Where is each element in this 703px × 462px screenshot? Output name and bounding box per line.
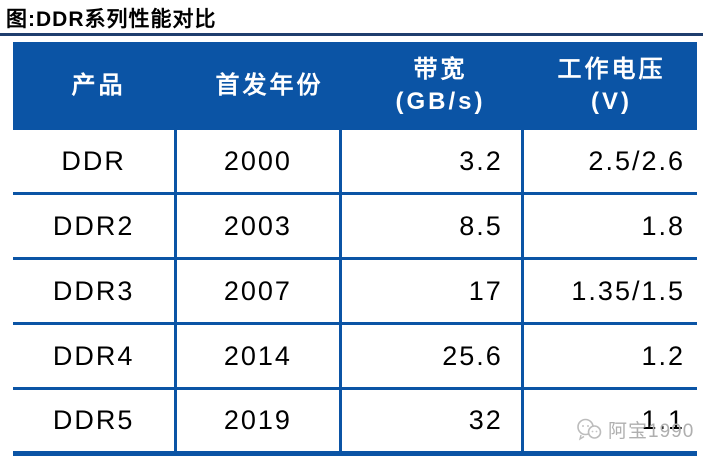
table-row: DDR 2000 3.2 2.5/2.6	[13, 130, 697, 195]
cell-bandwidth: 8.5	[338, 195, 521, 257]
cell-year: 2007	[174, 260, 338, 322]
table-row: DDR3 2007 17 1.35/1.5	[13, 260, 697, 325]
figure-title: 图:DDR系列性能对比	[6, 8, 217, 31]
cell-year: 2003	[174, 195, 338, 257]
column-header-label: 首发年份	[215, 71, 324, 99]
cell-product: DDR	[61, 145, 126, 176]
cell-bandwidth: 25.6	[338, 325, 521, 387]
cell-bandwidth: 32	[338, 390, 521, 451]
column-header-year: 首发年份	[184, 42, 355, 130]
cell-year: 2019	[174, 390, 338, 451]
cell-voltage: 2.5/2.6	[520, 130, 697, 192]
cell-product: DDR4	[52, 340, 135, 371]
title-underline	[0, 33, 703, 36]
column-header-product: 产品	[13, 42, 184, 130]
table-row: DDR5 2019 32 1.1	[13, 390, 697, 456]
cell-product: DDR2	[52, 210, 135, 241]
cell-voltage: 1.1	[520, 390, 697, 451]
cell-year: 2000	[174, 130, 338, 192]
table-row: DDR2 2003 8.5 1.8	[13, 195, 697, 260]
cell-voltage: 1.35/1.5	[520, 260, 697, 322]
column-header-unit: (V)	[591, 88, 632, 115]
table-row: DDR4 2014 25.6 1.2	[13, 325, 697, 390]
cell-year: 2014	[174, 325, 338, 387]
cell-voltage: 1.8	[520, 195, 697, 257]
cell-voltage: 1.2	[520, 325, 697, 387]
cell-bandwidth: 3.2	[338, 130, 521, 192]
column-header-label: 带宽	[413, 55, 468, 83]
column-header-label: 工作电压	[557, 55, 666, 83]
column-header-unit: (GB/s)	[395, 88, 486, 115]
column-header-voltage: 工作电压 (V)	[526, 42, 697, 130]
column-header-label: 产品	[71, 71, 126, 99]
table-header-row: 产品 首发年份 带宽 (GB/s) 工作电压 (V)	[13, 42, 697, 130]
cell-product: DDR5	[52, 405, 135, 435]
column-header-bandwidth: 带宽 (GB/s)	[355, 42, 526, 130]
ddr-comparison-table: 产品 首发年份 带宽 (GB/s) 工作电压 (V) DDR 2000 3.2 …	[13, 42, 697, 456]
cell-bandwidth: 17	[338, 260, 521, 322]
cell-product: DDR3	[52, 275, 135, 306]
